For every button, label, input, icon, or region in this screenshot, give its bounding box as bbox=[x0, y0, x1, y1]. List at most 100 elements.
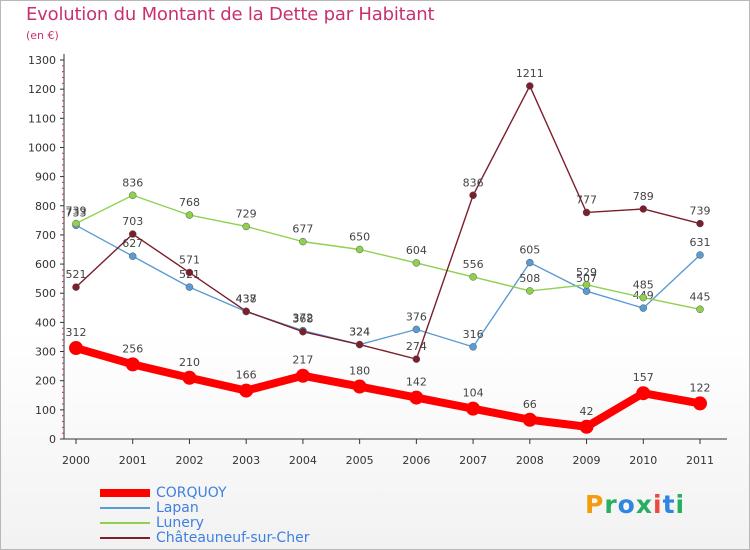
data-point bbox=[409, 390, 424, 405]
data-label: 372 bbox=[292, 312, 313, 325]
data-label: 166 bbox=[236, 369, 257, 382]
data-point bbox=[582, 208, 591, 217]
data-label: 217 bbox=[292, 354, 313, 367]
data-point bbox=[185, 268, 194, 277]
data-label: 836 bbox=[122, 176, 143, 189]
data-point bbox=[412, 355, 421, 363]
data-label: 733 bbox=[66, 206, 87, 219]
series-line-CORQUOY bbox=[74, 344, 701, 431]
y-tick-label: 600 bbox=[35, 258, 56, 271]
y-tick-label: 1300 bbox=[28, 54, 56, 67]
data-label: 376 bbox=[406, 310, 427, 323]
data-label: 485 bbox=[633, 279, 654, 292]
data-label: 777 bbox=[576, 193, 597, 206]
y-tick-label: 0 bbox=[49, 433, 56, 446]
data-label: 1211 bbox=[516, 67, 544, 80]
series-line-Châteauneuf-sur-Cher bbox=[75, 85, 701, 360]
data-point bbox=[239, 383, 254, 398]
x-tick-label: 2009 bbox=[573, 454, 601, 467]
y-tick-label: 400 bbox=[35, 316, 56, 329]
data-label: 556 bbox=[463, 258, 484, 271]
data-point bbox=[128, 252, 137, 260]
y-tick-label: 100 bbox=[35, 404, 56, 417]
data-label: 122 bbox=[690, 381, 711, 394]
logo-letter: r bbox=[604, 490, 618, 519]
legend-item: Lunery bbox=[100, 514, 309, 531]
data-label: 66 bbox=[523, 398, 537, 411]
data-label: 768 bbox=[179, 196, 200, 209]
data-label: 437 bbox=[236, 293, 257, 306]
data-label: 789 bbox=[633, 190, 654, 203]
x-tick-label: 2004 bbox=[289, 454, 317, 467]
data-label: 274 bbox=[406, 340, 427, 353]
logo-letter: i bbox=[653, 490, 663, 519]
data-label: 739 bbox=[690, 205, 711, 218]
y-tick-label: 800 bbox=[35, 200, 56, 213]
data-label: 521 bbox=[66, 268, 87, 281]
x-tick-label: 2000 bbox=[62, 454, 90, 467]
data-label: 507 bbox=[576, 272, 597, 285]
data-point bbox=[295, 368, 310, 383]
data-label: 312 bbox=[66, 326, 87, 339]
data-point bbox=[185, 211, 194, 219]
y-tick-label: 300 bbox=[35, 346, 56, 359]
x-tick-label: 2011 bbox=[686, 454, 714, 467]
chart-title: Evolution du Montant de la Dette par Hab… bbox=[26, 4, 435, 25]
data-point bbox=[242, 222, 250, 231]
data-point bbox=[696, 305, 704, 314]
data-label: 627 bbox=[122, 237, 143, 250]
data-point bbox=[72, 219, 80, 228]
x-tick-label: 2005 bbox=[346, 454, 374, 467]
data-point bbox=[352, 379, 367, 394]
data-label: 508 bbox=[519, 272, 540, 285]
data-point bbox=[639, 293, 648, 302]
data-point bbox=[72, 283, 80, 291]
legend-label: CORQUOY bbox=[156, 484, 227, 501]
data-label: 438 bbox=[236, 292, 257, 305]
legend-label: Lunery bbox=[156, 514, 204, 531]
series-line-Lunery bbox=[75, 194, 701, 310]
data-label: 104 bbox=[463, 387, 484, 400]
legend-swatch bbox=[100, 521, 150, 524]
data-point bbox=[128, 191, 137, 200]
data-point bbox=[185, 283, 194, 291]
data-label: 256 bbox=[122, 342, 143, 355]
proxiti-logo: Proxiti bbox=[585, 490, 685, 519]
data-point bbox=[69, 341, 83, 356]
data-label: 368 bbox=[292, 313, 313, 326]
legend-swatch bbox=[100, 488, 150, 497]
legend: CORQUOY Lapan Lunery Châteauneuf-sur-Cher bbox=[100, 484, 310, 546]
data-point bbox=[639, 304, 648, 312]
legend-swatch bbox=[100, 536, 150, 539]
data-point bbox=[582, 281, 591, 289]
data-point bbox=[526, 287, 534, 295]
legend-label: Châteauneuf-sur-Cher bbox=[156, 529, 310, 546]
data-point bbox=[242, 307, 250, 316]
x-tick-label: 2006 bbox=[402, 454, 430, 467]
data-label: 324 bbox=[349, 326, 370, 339]
data-point bbox=[636, 386, 651, 401]
series-line-Lapan bbox=[75, 224, 701, 348]
y-tick-label: 500 bbox=[35, 287, 56, 300]
logo-letter: x bbox=[635, 490, 653, 519]
data-label: 605 bbox=[519, 244, 540, 257]
data-label: 42 bbox=[580, 405, 594, 418]
data-point bbox=[522, 412, 537, 427]
data-point bbox=[182, 370, 197, 385]
y-tick-label: 1000 bbox=[28, 141, 56, 154]
legend-item: Lapan bbox=[100, 500, 309, 516]
x-tick-label: 2003 bbox=[232, 454, 260, 467]
data-point bbox=[579, 419, 594, 434]
legend-item: Châteauneuf-sur-Cher bbox=[100, 529, 310, 546]
logo-letter: t bbox=[662, 490, 676, 519]
data-label: 729 bbox=[236, 207, 257, 220]
data-label: 445 bbox=[690, 290, 711, 303]
logo-letter: o bbox=[617, 490, 636, 519]
data-label: 739 bbox=[66, 205, 87, 218]
data-point bbox=[469, 191, 477, 200]
legend-swatch bbox=[100, 506, 150, 509]
data-label: 650 bbox=[349, 231, 370, 244]
y-tick-label: 900 bbox=[35, 171, 56, 184]
